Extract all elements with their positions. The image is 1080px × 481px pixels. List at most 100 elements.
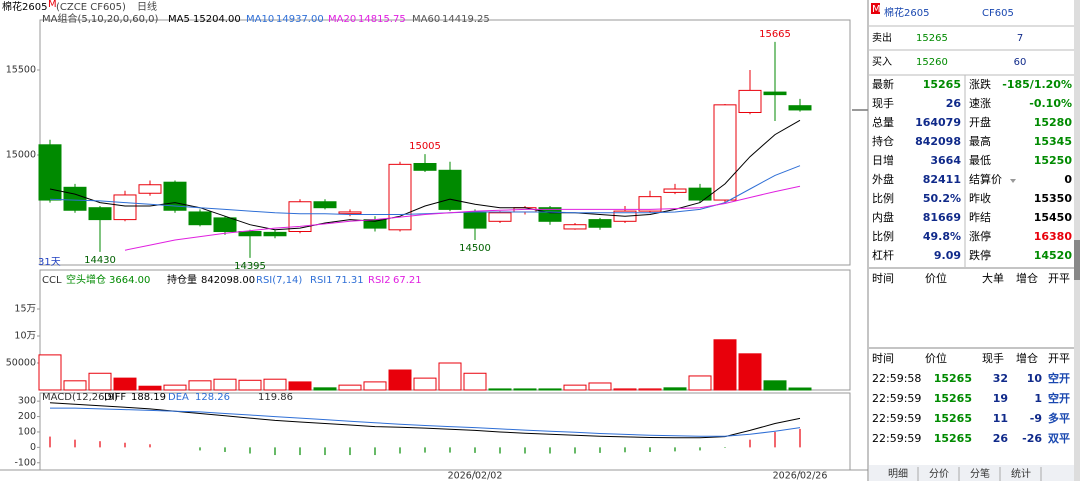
stat-value: 26	[946, 97, 962, 110]
stat-label: 外盘	[872, 172, 894, 186]
stat-label: 昨收	[969, 191, 991, 205]
y-tick-label: 10万	[14, 330, 36, 341]
candle-body	[113, 194, 137, 221]
volume-bar	[588, 382, 612, 391]
price-annotation: 14395	[234, 261, 266, 272]
tab[interactable]: 分笔	[970, 467, 990, 480]
stat-label: 涨跌	[969, 77, 991, 91]
candle-body	[213, 217, 237, 233]
stat-value: -185/1.20%	[1002, 78, 1072, 91]
candle-body	[138, 184, 162, 194]
volume-bar	[463, 372, 487, 391]
trade-cell: 22:59:59	[872, 412, 921, 425]
trade-cell: 多平	[1048, 411, 1070, 425]
stat-value: 81669	[923, 211, 961, 224]
stat-value: 15350	[1034, 192, 1073, 205]
stat-value: 15450	[1034, 211, 1073, 224]
stat-label: 昨结	[969, 211, 991, 224]
trade-cell: -26	[1022, 432, 1042, 445]
x-tick-label: 2026/02/26	[773, 471, 828, 481]
volume-bar	[263, 378, 287, 391]
volume-bar	[38, 354, 62, 391]
stat-value: -0.10%	[1029, 97, 1072, 110]
candle-body	[488, 212, 512, 222]
candle-body	[538, 207, 562, 222]
y-tick-label: 15万	[14, 303, 36, 314]
stat-label: 最高	[969, 134, 991, 148]
volume-bar	[688, 375, 712, 391]
trade-cell: -9	[1030, 412, 1042, 425]
trade-cell: 15265	[934, 412, 972, 425]
y-tick-label: 100	[18, 426, 36, 437]
candle-body	[663, 188, 687, 193]
stat-label: 杠杆	[872, 248, 894, 262]
tab[interactable]: 分价	[929, 468, 949, 480]
candle-body	[63, 186, 87, 211]
book-volume: 60	[1014, 57, 1027, 68]
column-header: 开平	[1048, 272, 1070, 285]
candle-body	[413, 162, 437, 171]
candle-body	[688, 187, 712, 201]
stat-label: 日增	[872, 153, 894, 167]
trade-cell: 22:59:59	[872, 432, 921, 445]
legend-text: MA10	[246, 14, 274, 25]
trade-cell: 32	[993, 372, 1008, 385]
ma-line	[49, 119, 801, 231]
y-tick-label: 200	[18, 411, 36, 422]
scroll-thumb[interactable]	[1074, 240, 1080, 280]
candle-body	[338, 211, 362, 215]
dropdown-arrow[interactable]	[1010, 179, 1016, 183]
trade-cell: 26	[993, 432, 1009, 445]
y-tick-label: 50000	[6, 357, 36, 368]
ma-line	[124, 185, 801, 251]
ma-line	[49, 165, 801, 215]
volume-bar	[288, 381, 312, 391]
candle-body	[438, 169, 462, 210]
trade-cell: 1	[1034, 392, 1042, 405]
legend-text: 67.21	[393, 275, 422, 286]
volume-bar	[638, 388, 662, 391]
tab[interactable]: 明细	[888, 467, 908, 480]
volume-bar	[113, 377, 137, 391]
book-price: 15265	[916, 33, 948, 44]
trade-cell: 10	[1027, 372, 1043, 385]
quote-code: CF605	[982, 8, 1014, 19]
quote-title: 棉花2605	[884, 6, 929, 19]
range-label: 31天	[38, 257, 61, 268]
stat-label: 比例	[872, 229, 894, 243]
legend-text: 119.86	[258, 392, 293, 403]
stat-value: 9.09	[934, 249, 961, 262]
volume-bar	[338, 384, 362, 391]
candle-body	[313, 201, 337, 209]
legend-text: MACD(12,26,9)	[42, 392, 118, 403]
stat-value: 16380	[1034, 230, 1073, 243]
price-annotation: 14500	[459, 243, 491, 254]
legend-text: 3664.00	[109, 275, 150, 286]
book-price: 15260	[916, 57, 948, 68]
volume-bar	[88, 372, 112, 391]
trade-cell: 22:59:58	[872, 372, 921, 385]
trade-cell: 11	[993, 412, 1008, 425]
stat-label: 最低	[969, 154, 991, 167]
stat-value: 164079	[915, 116, 961, 129]
legend-text: 71.31	[335, 275, 364, 286]
stat-label: 开盘	[969, 115, 991, 129]
y-tick-label: 15000	[6, 149, 36, 160]
tab[interactable]: 统计	[1011, 467, 1031, 480]
legend-text: MA5	[168, 14, 190, 25]
trade-cell: 19	[993, 392, 1008, 405]
instrument-flag: M	[48, 0, 57, 10]
candle-body	[588, 219, 612, 228]
legend-text: 持仓量	[167, 273, 197, 286]
period: 日线	[137, 0, 157, 13]
volume-bar	[438, 362, 462, 391]
stat-value: 82411	[923, 173, 961, 186]
instrument-code: (CZCE CF605)	[56, 2, 126, 13]
column-header: 时间	[872, 352, 894, 365]
stat-value: 15345	[1034, 135, 1072, 148]
stat-value: 15250	[1034, 154, 1073, 167]
stat-label: 持仓	[872, 134, 894, 148]
candle-body	[763, 91, 787, 96]
volume-bar	[738, 353, 762, 391]
legend-text: RSI2	[368, 275, 391, 286]
